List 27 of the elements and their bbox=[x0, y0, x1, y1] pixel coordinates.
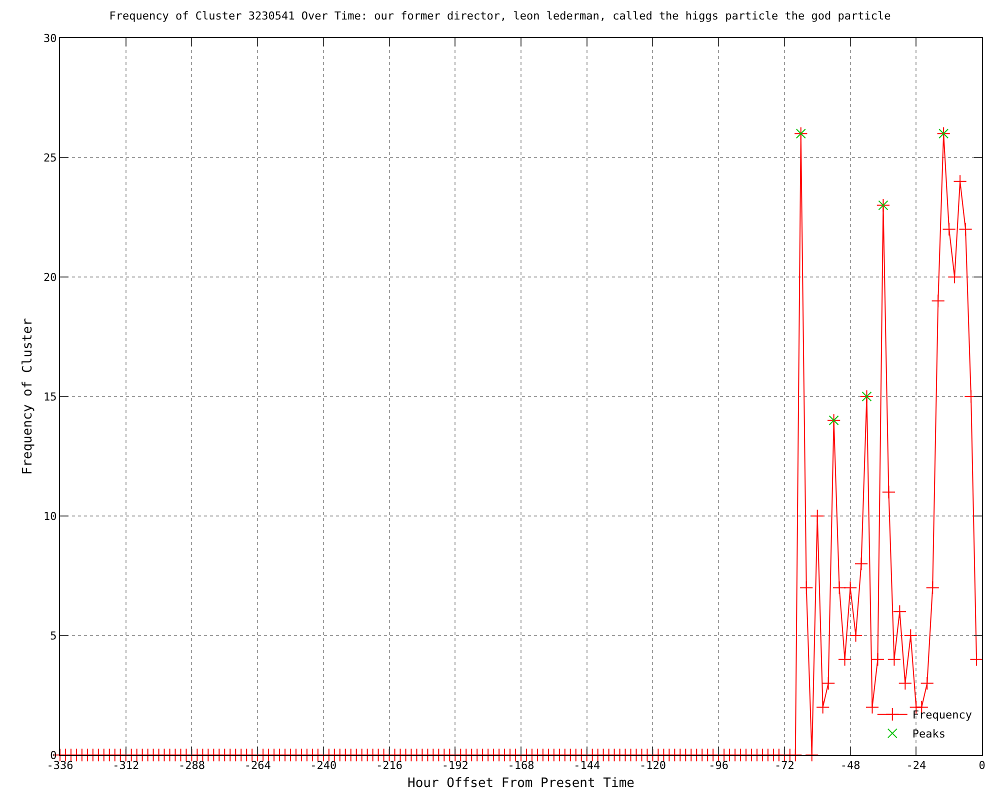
y-tick-label: 5 bbox=[50, 629, 57, 642]
chart-title: Frequency of Cluster 3230541 Over Time: our former director, leon lederman, called the higgs particle the god particle bbox=[109, 10, 891, 23]
x-tick-label: -24 bbox=[906, 759, 926, 772]
x-tick-label: -312 bbox=[112, 759, 140, 772]
y-tick-label: 25 bbox=[44, 151, 57, 164]
x-tick-label: -192 bbox=[442, 759, 468, 772]
legend-label: Frequency bbox=[912, 708, 972, 722]
x-tick-label: -72 bbox=[774, 759, 794, 772]
x-tick-label: -288 bbox=[178, 759, 205, 772]
x-tick-label: -216 bbox=[376, 759, 403, 772]
x-tick-label: -48 bbox=[840, 759, 860, 772]
x-tick-label: -168 bbox=[508, 759, 534, 772]
y-tick-label: 15 bbox=[44, 390, 57, 404]
x-tick-label: -120 bbox=[639, 759, 666, 772]
x-tick-label: -240 bbox=[310, 759, 337, 772]
x-tick-label: 0 bbox=[978, 759, 986, 772]
y-tick-label: 0 bbox=[50, 748, 57, 762]
y-axis-title: Frequency of Cluster bbox=[20, 318, 36, 475]
y-tick-label: 20 bbox=[44, 270, 57, 284]
x-axis-title: Hour Offset From Present Time bbox=[408, 776, 635, 791]
y-tick-label: 30 bbox=[44, 32, 57, 45]
x-tick-label: -336 bbox=[46, 759, 74, 772]
x-tick-label: -144 bbox=[574, 759, 600, 772]
legend-label: Peaks bbox=[912, 728, 946, 741]
x-tick-label: -96 bbox=[708, 759, 729, 772]
x-tick-label: -264 bbox=[244, 759, 272, 772]
y-tick-label: 10 bbox=[44, 510, 57, 523]
